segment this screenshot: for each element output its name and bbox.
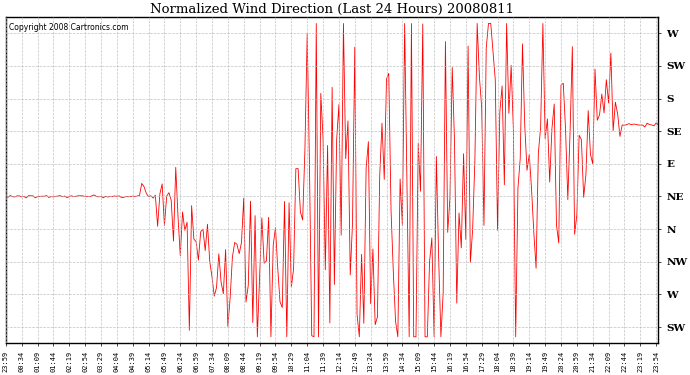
Text: Copyright 2008 Cartronics.com: Copyright 2008 Cartronics.com: [9, 24, 128, 33]
Title: Normalized Wind Direction (Last 24 Hours) 20080811: Normalized Wind Direction (Last 24 Hours…: [150, 3, 514, 16]
